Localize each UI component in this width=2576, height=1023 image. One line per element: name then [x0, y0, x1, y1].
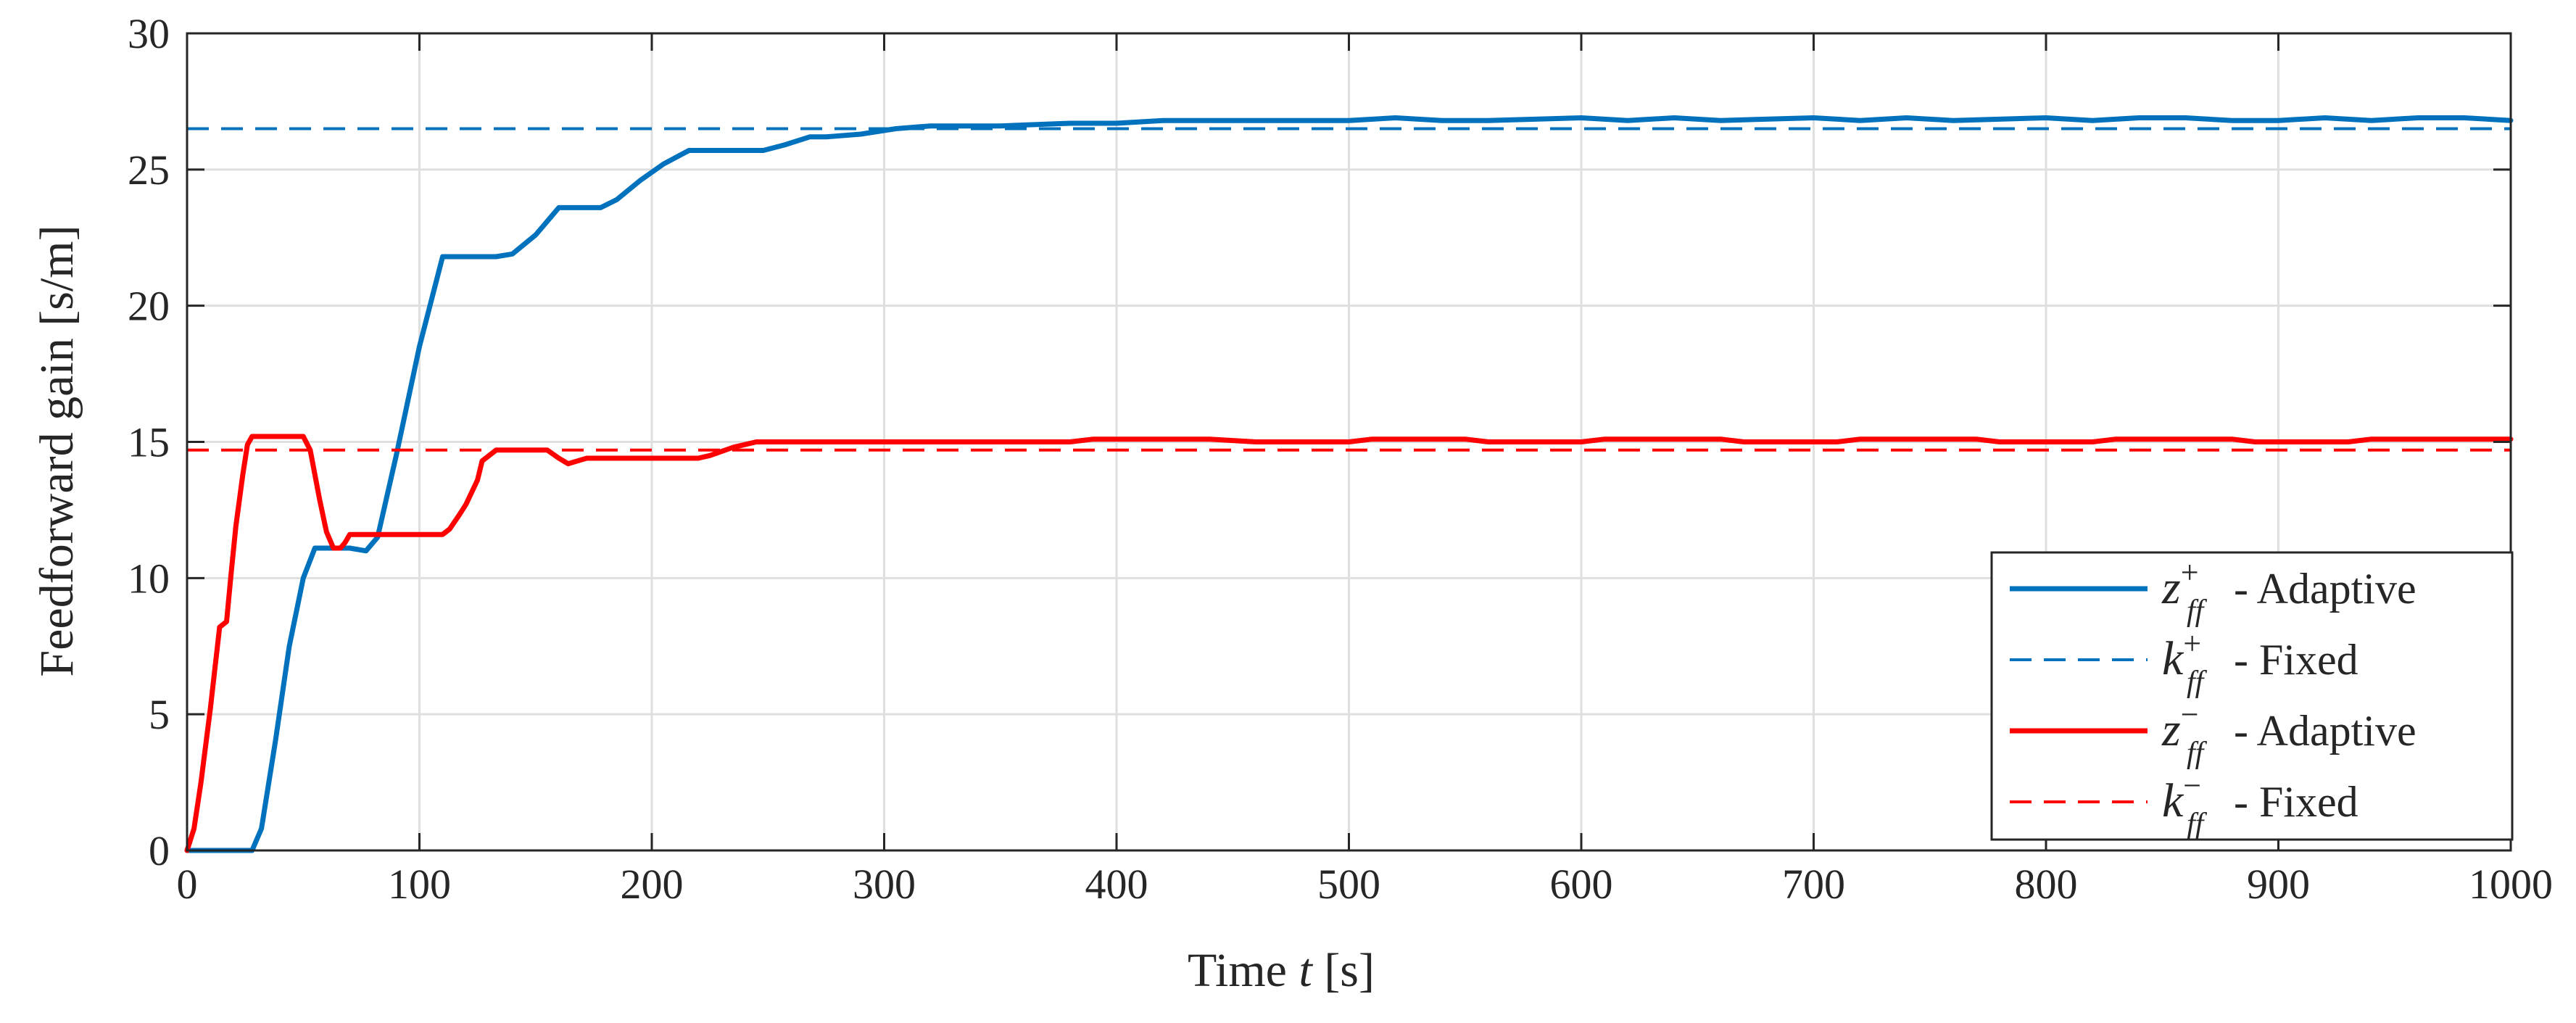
- x-tick-label: 100: [388, 861, 451, 908]
- x-tick-label: 300: [853, 861, 916, 908]
- legend-text: - Adaptive: [2223, 707, 2416, 755]
- legend-symbol: k: [2162, 774, 2184, 827]
- x-tick-label: 400: [1085, 861, 1148, 908]
- legend-text: - Fixed: [2223, 778, 2358, 826]
- legend-superscript: −: [2181, 697, 2199, 732]
- axes: [186, 32, 2512, 852]
- x-tick-label: 900: [2247, 861, 2310, 908]
- series-layer: [184, 115, 2514, 853]
- x-tick-label: 1000: [2469, 861, 2553, 908]
- x-axis-label: Time t [s]: [1188, 944, 1375, 997]
- x-tick-label: 0: [177, 861, 198, 908]
- legend-label-2: k+ ff - Fixed: [2162, 626, 2358, 699]
- legend-superscript: +: [2181, 555, 2199, 590]
- legend-label-4: k− ff - Fixed: [2162, 768, 2358, 841]
- legend-label-1: z+ ff - Adaptive: [2161, 555, 2416, 628]
- legend-symbol: z: [2161, 561, 2181, 614]
- y-tick-label: 5: [149, 691, 170, 738]
- x-tick-label: 500: [1317, 861, 1380, 908]
- legend-symbol: z: [2161, 703, 2181, 756]
- y-tick-label: 20: [128, 283, 170, 330]
- legend-superscript: −: [2183, 768, 2201, 803]
- x-tick-label: 700: [1782, 861, 1845, 908]
- legend-label-3: z− ff - Adaptive: [2161, 697, 2416, 770]
- series-line-3: [184, 434, 2514, 853]
- y-tick-label: 25: [128, 146, 170, 194]
- legend-superscript: +: [2183, 626, 2201, 661]
- x-tick-label: 200: [621, 861, 684, 908]
- legend-text: - Fixed: [2223, 636, 2358, 684]
- y-tick-label: 30: [128, 10, 170, 57]
- y-axis-label: Feedforward gain [s/m]: [30, 225, 83, 676]
- tick-labels: 0 100 200 300 400 500 600 700 800 900 1000 0 5 10 15 20…: [128, 10, 2553, 908]
- series-line-1: [184, 115, 2514, 853]
- legend-symbol: k: [2162, 632, 2184, 685]
- x-tick-label: 600: [1550, 861, 1613, 908]
- y-tick-label: 10: [128, 555, 170, 602]
- y-tick-label: 15: [128, 419, 170, 466]
- x-tick-label: 800: [2015, 861, 2078, 908]
- legend-box: [1990, 551, 2514, 841]
- y-tick-label: 0: [149, 827, 170, 874]
- legend-text: - Adaptive: [2223, 565, 2416, 613]
